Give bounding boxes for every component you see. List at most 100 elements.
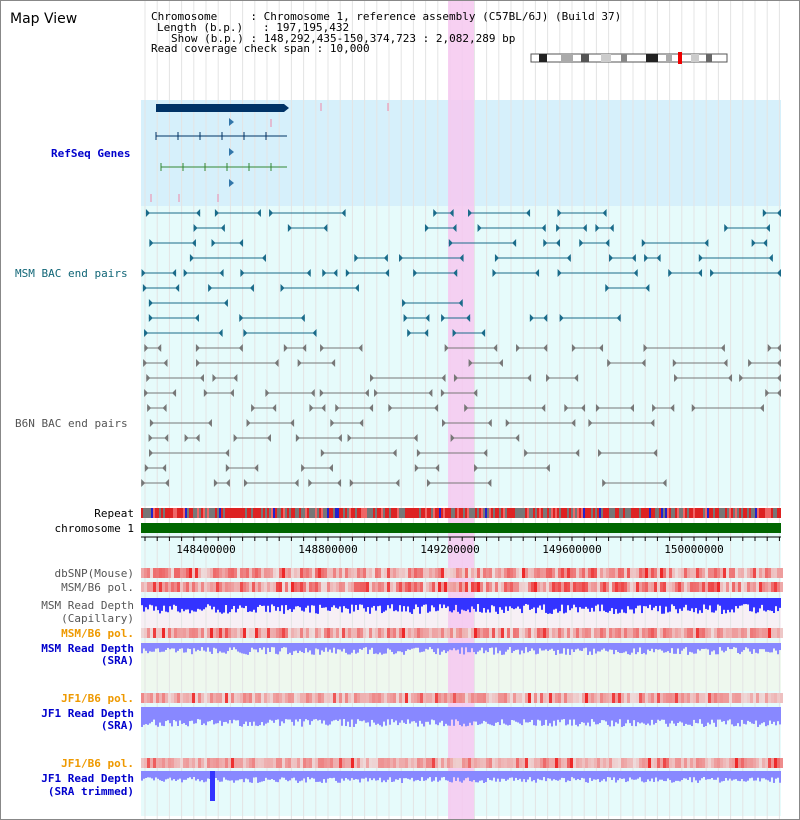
read-depth-bar (543, 643, 545, 651)
read-depth-bar (425, 598, 427, 605)
polymorphism-cell (321, 582, 324, 592)
polymorphism-cell (630, 693, 633, 703)
read-depth-bar (395, 643, 397, 654)
polymorphism-cell (630, 568, 633, 578)
polymorphism-cell (465, 582, 468, 592)
msm-bac-label[interactable]: MSM BAC end pairs (15, 267, 128, 280)
msm-bac-pair-end (220, 224, 225, 232)
polymorphism-cell (186, 758, 189, 768)
polymorphism-cell (141, 628, 144, 638)
read-depth-bar (549, 643, 551, 650)
b6n-bac-label[interactable]: B6N BAC end pairs (15, 417, 128, 430)
b6n-bac-pair-end (143, 359, 148, 367)
read-depth-bar (653, 707, 655, 725)
read-depth-bar (553, 771, 555, 780)
read-depth-bar (401, 707, 403, 721)
read-depth-bar (683, 707, 685, 726)
polymorphism-cell (477, 568, 480, 578)
read-depth-bar (281, 707, 283, 722)
polymorphism-cell (594, 582, 597, 592)
read-depth-bar (779, 707, 781, 725)
read-depth-bar (667, 771, 669, 779)
repeat-block (667, 508, 669, 518)
read-depth-bar (279, 771, 281, 780)
read-depth-bar (299, 707, 301, 720)
refseq-genes-label[interactable]: RefSeq Genes (51, 147, 131, 160)
repeat-block (213, 508, 215, 518)
read-depth-bar (429, 707, 431, 725)
repeat-block (443, 508, 445, 518)
polymorphism-cell (774, 693, 777, 703)
polymorphism-cell (687, 758, 690, 768)
polymorphism-cell (570, 758, 573, 768)
polymorphism-cell (549, 628, 552, 638)
repeat-block (451, 508, 453, 518)
read-depth-bar (375, 771, 377, 781)
repeat-block (729, 508, 731, 518)
read-depth-bar (759, 598, 761, 609)
polymorphism-cell (462, 693, 465, 703)
read-depth-bar (481, 771, 483, 781)
polymorphism-cell (723, 693, 726, 703)
repeat-block (239, 508, 241, 518)
polymorphism-cell (363, 758, 366, 768)
polymorphism-cell (147, 628, 150, 638)
b6n-bac-pair-end (157, 344, 162, 352)
polymorphism-cell (180, 628, 183, 638)
polymorphism-cell (732, 568, 735, 578)
read-depth-bar (311, 643, 313, 655)
read-depth-bar (521, 643, 523, 651)
repeat-block (579, 508, 581, 518)
page-title: Map View (10, 11, 78, 27)
read-depth-bar (219, 771, 221, 782)
polymorphism-cell (234, 758, 237, 768)
read-depth-bar (565, 643, 567, 655)
b6n-bac-pair-end (588, 419, 593, 427)
read-depth-bar (479, 771, 481, 781)
msm-bac-pair-end (556, 224, 561, 232)
read-depth-bar (645, 707, 647, 725)
b6n-bac-pair-end (374, 389, 379, 397)
polymorphism-cell (576, 568, 579, 578)
read-depth-bar (205, 771, 207, 782)
read-depth-bar (351, 771, 353, 779)
read-depth-bar (615, 771, 617, 783)
polymorphism-cell (447, 582, 450, 592)
msm-bac-pair-end (492, 269, 497, 277)
polymorphism-cell (297, 693, 300, 703)
repeat-block (179, 508, 181, 518)
polymorphism-cell (300, 758, 303, 768)
polymorphism-cell (579, 628, 582, 638)
polymorphism-cell (771, 568, 774, 578)
polymorphism-cell (516, 693, 519, 703)
polymorphism-cell (216, 758, 219, 768)
polymorphism-cell (660, 568, 663, 578)
polymorphism-cell (612, 693, 615, 703)
polymorphism-cell (255, 628, 258, 638)
polymorphism-cell (681, 758, 684, 768)
read-depth-bar (555, 598, 557, 609)
read-depth-bar (757, 707, 759, 727)
b6n-bac-pair-end (450, 434, 455, 442)
read-depth-bar (513, 598, 515, 610)
read-depth-bar (765, 598, 767, 612)
polymorphism-cell (267, 628, 270, 638)
msm-read-depth-sra-sub: (SRA) (100, 654, 134, 667)
msm-bac-pair-end (459, 254, 464, 262)
b6n-bac-pair-end (723, 359, 728, 367)
read-depth-bar (499, 598, 501, 608)
polymorphism-cell (453, 568, 456, 578)
msm-bac-pair-end (448, 239, 453, 247)
polymorphism-cell (399, 693, 402, 703)
jf1-read-depth-trim-sub: (SRA trimmed) (47, 785, 134, 798)
polymorphism-cell (378, 758, 381, 768)
read-depth-bar (301, 598, 303, 611)
read-depth-bar (705, 771, 707, 780)
polymorphism-cell (435, 628, 438, 638)
read-depth-bar (711, 707, 713, 720)
read-depth-bar (275, 643, 277, 654)
repeat-block (747, 508, 749, 518)
read-depth-bar (341, 771, 343, 779)
